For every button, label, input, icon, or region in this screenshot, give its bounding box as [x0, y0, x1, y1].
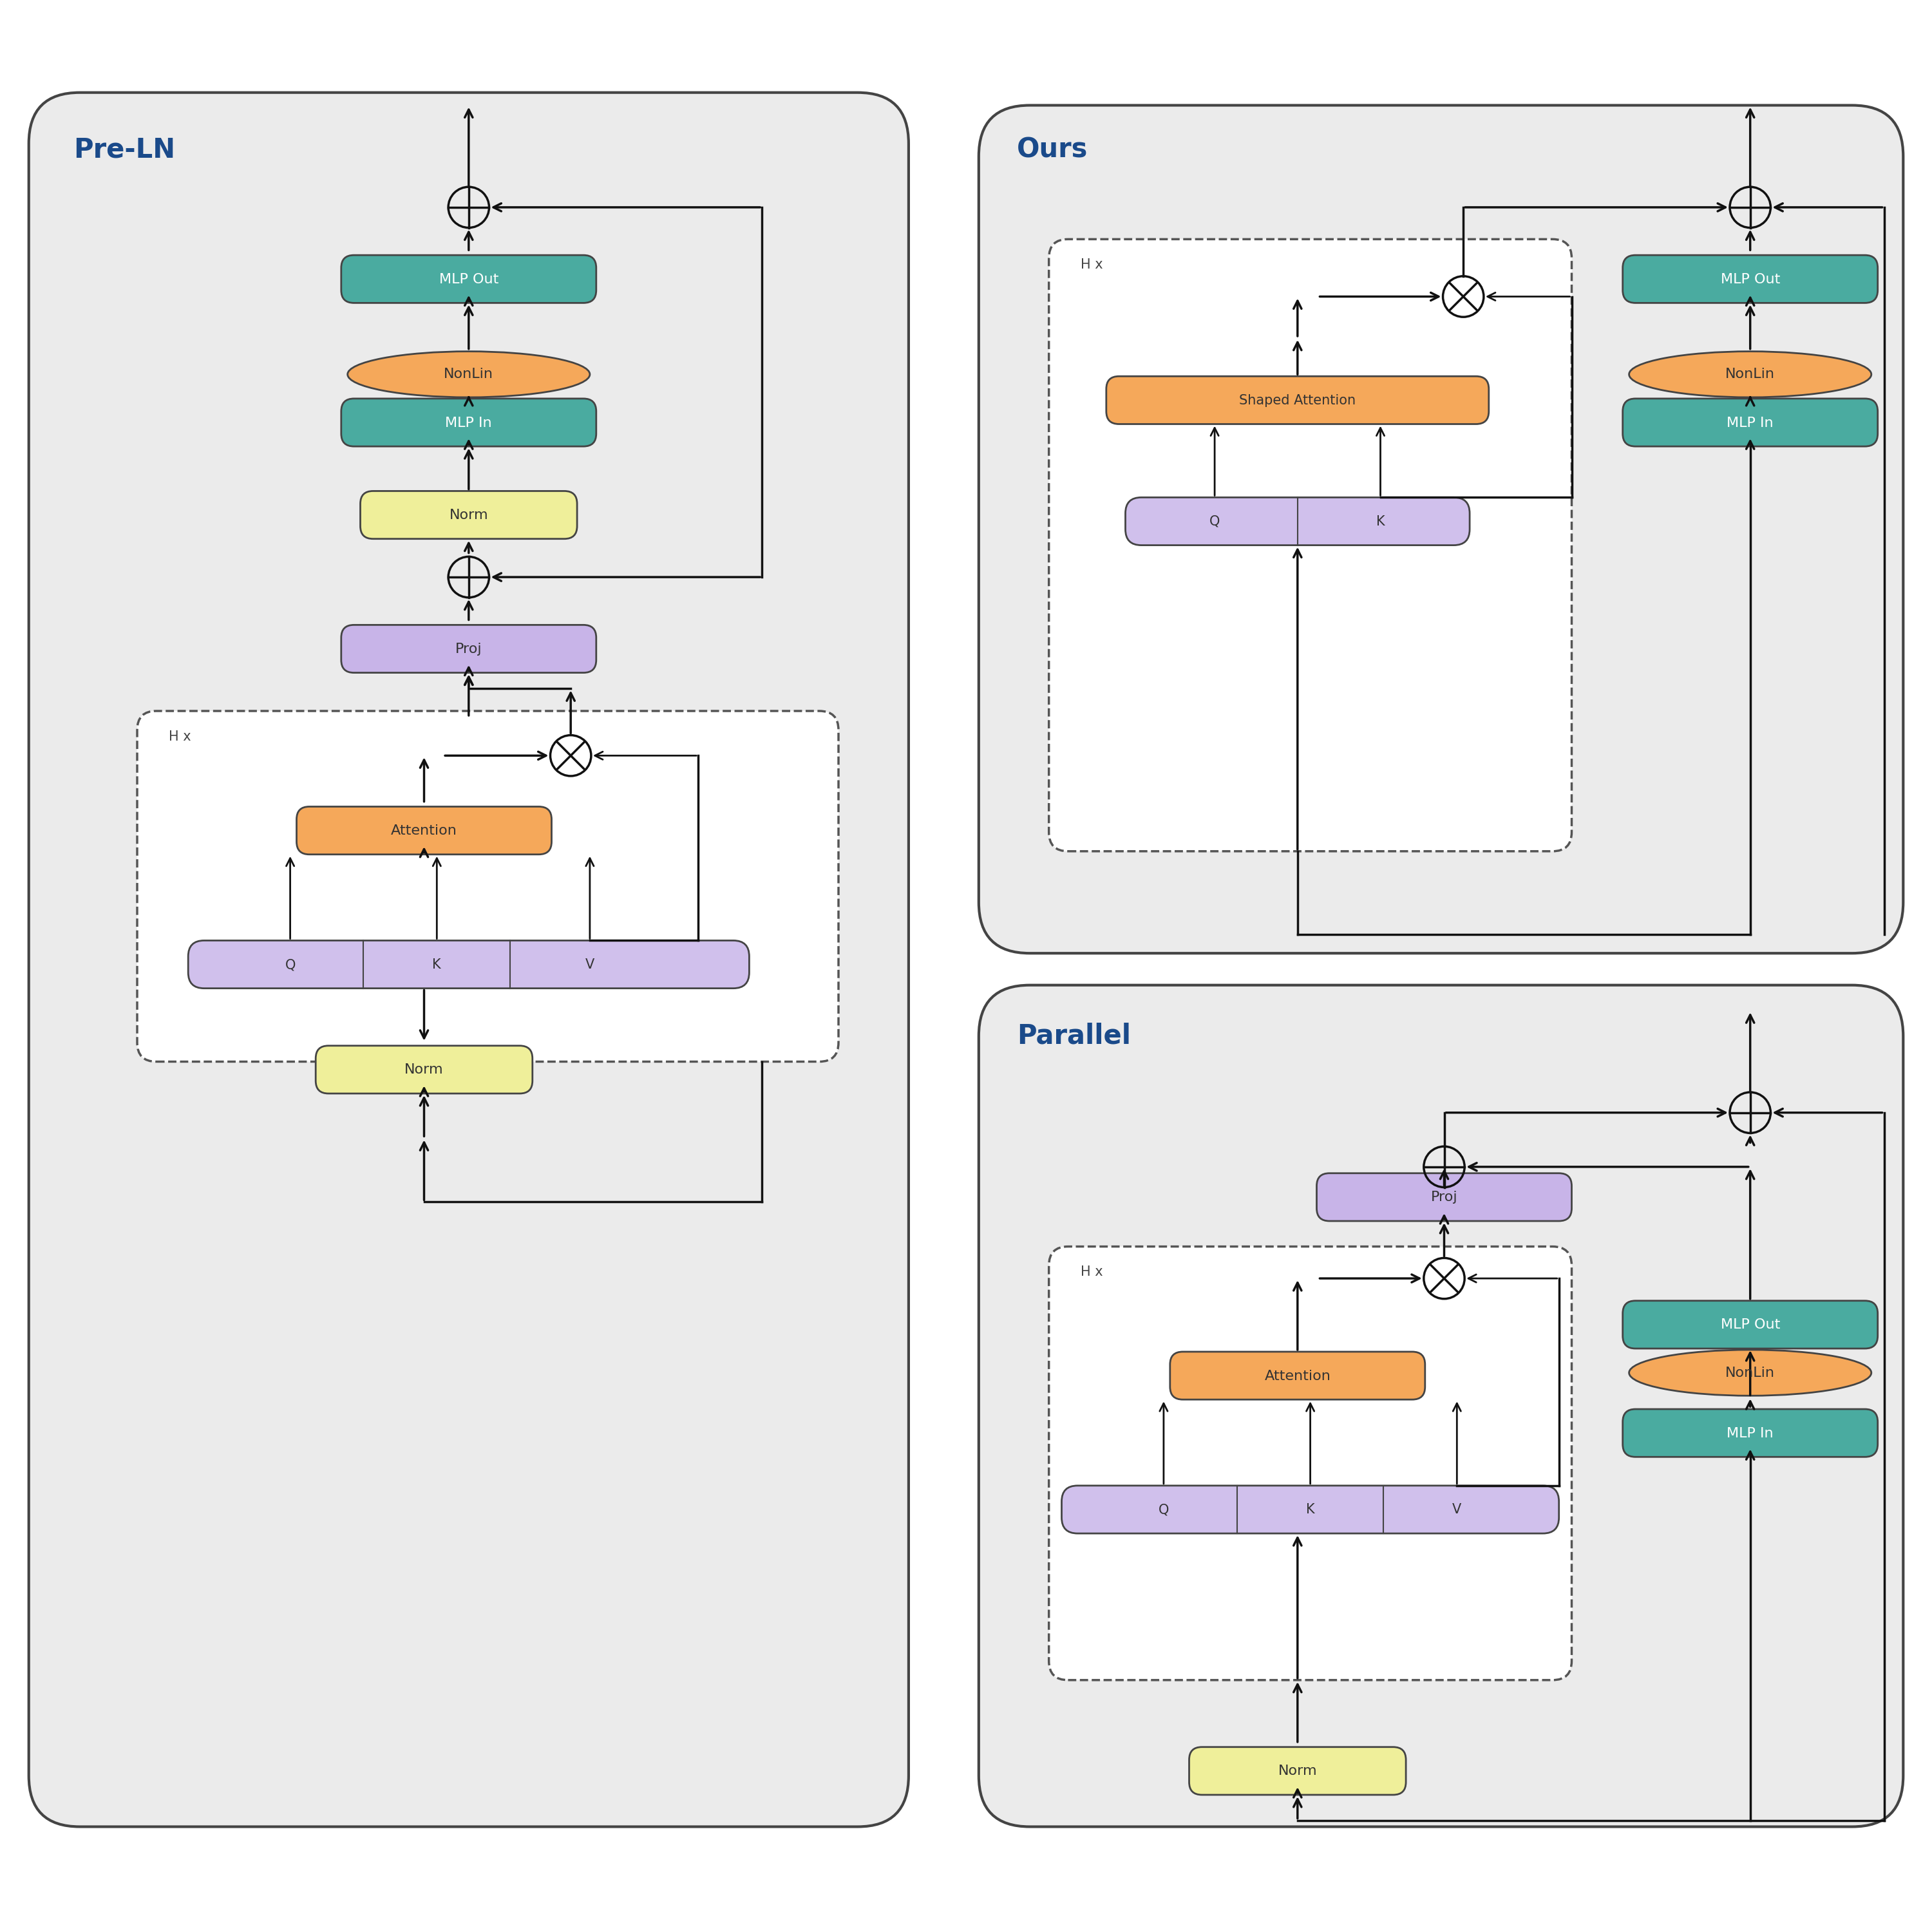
FancyBboxPatch shape: [1318, 1173, 1573, 1221]
Text: Q: Q: [1209, 516, 1219, 527]
FancyBboxPatch shape: [1049, 240, 1573, 852]
Text: Norm: Norm: [448, 508, 489, 522]
Text: K: K: [1306, 1503, 1314, 1517]
FancyBboxPatch shape: [980, 104, 1903, 952]
Text: Shaped Attention: Shaped Attention: [1238, 394, 1356, 408]
Text: NonLin: NonLin: [444, 367, 493, 381]
Text: MLP Out: MLP Out: [1721, 272, 1779, 286]
Text: Norm: Norm: [1277, 1764, 1318, 1777]
Text: Q: Q: [1159, 1503, 1169, 1517]
FancyBboxPatch shape: [1107, 377, 1490, 425]
Text: MLP In: MLP In: [1727, 417, 1774, 429]
Ellipse shape: [1629, 1350, 1872, 1395]
Ellipse shape: [348, 352, 589, 398]
FancyBboxPatch shape: [1171, 1352, 1426, 1399]
FancyBboxPatch shape: [1623, 398, 1878, 446]
FancyBboxPatch shape: [1188, 1747, 1406, 1795]
Text: MLP Out: MLP Out: [439, 272, 498, 286]
FancyBboxPatch shape: [359, 491, 578, 539]
Text: Proj: Proj: [456, 643, 483, 655]
Text: K: K: [433, 958, 440, 972]
FancyBboxPatch shape: [315, 1045, 533, 1094]
Text: K: K: [1376, 516, 1385, 527]
FancyBboxPatch shape: [29, 93, 908, 1828]
Text: Q: Q: [284, 958, 296, 972]
Text: V: V: [1453, 1503, 1461, 1517]
Ellipse shape: [1629, 352, 1872, 398]
Text: Norm: Norm: [404, 1063, 444, 1076]
Text: H x: H x: [1080, 1265, 1103, 1279]
Text: MLP Out: MLP Out: [1721, 1318, 1779, 1331]
Text: Pre-LN: Pre-LN: [73, 137, 176, 164]
FancyBboxPatch shape: [137, 711, 838, 1063]
FancyBboxPatch shape: [1623, 1408, 1878, 1457]
FancyBboxPatch shape: [980, 985, 1903, 1828]
FancyBboxPatch shape: [1049, 1246, 1573, 1681]
Text: MLP In: MLP In: [444, 417, 493, 429]
Text: NonLin: NonLin: [1725, 1366, 1776, 1379]
Text: NonLin: NonLin: [1725, 367, 1776, 381]
Text: Attention: Attention: [390, 825, 458, 837]
FancyBboxPatch shape: [342, 624, 597, 672]
Text: Attention: Attention: [1264, 1370, 1331, 1383]
FancyBboxPatch shape: [1063, 1486, 1559, 1534]
FancyBboxPatch shape: [342, 398, 597, 446]
FancyBboxPatch shape: [1623, 1300, 1878, 1349]
Text: V: V: [585, 958, 595, 972]
Text: Ours: Ours: [1016, 137, 1088, 164]
Text: Parallel: Parallel: [1016, 1022, 1130, 1049]
Text: Proj: Proj: [1432, 1190, 1457, 1204]
FancyBboxPatch shape: [1623, 255, 1878, 303]
Text: H x: H x: [170, 730, 191, 744]
Text: MLP In: MLP In: [1727, 1428, 1774, 1439]
Text: H x: H x: [1080, 259, 1103, 270]
FancyBboxPatch shape: [187, 941, 750, 989]
FancyBboxPatch shape: [342, 255, 597, 303]
FancyBboxPatch shape: [1124, 497, 1470, 545]
FancyBboxPatch shape: [298, 808, 553, 854]
